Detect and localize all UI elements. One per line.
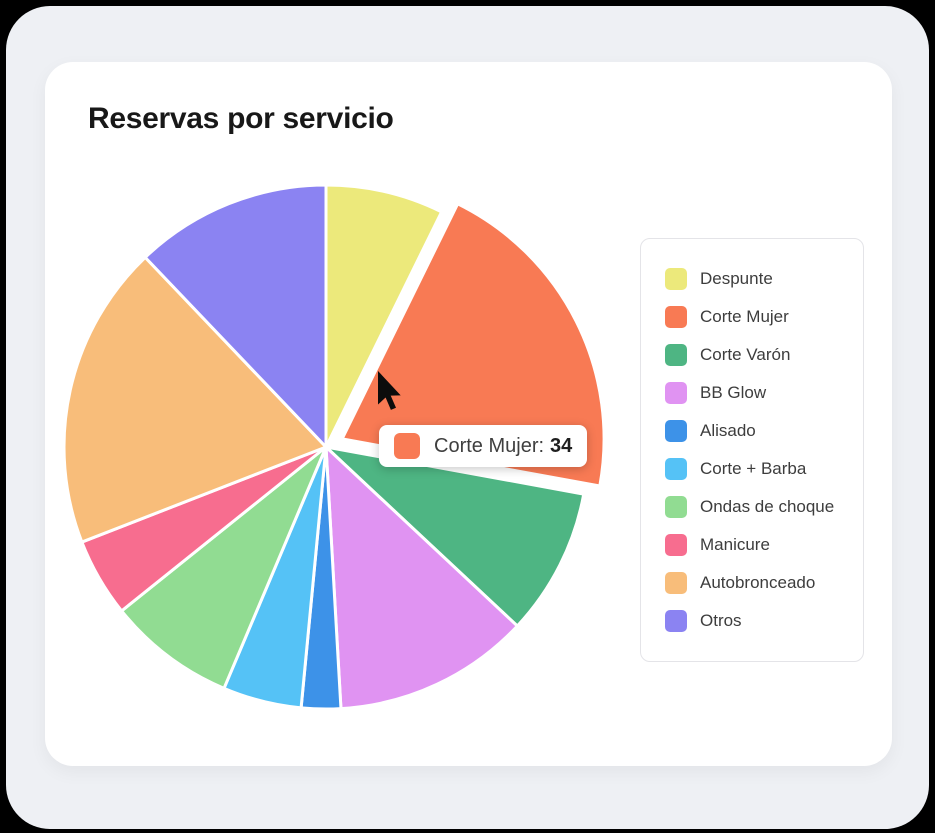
mouse-cursor — [378, 371, 401, 410]
legend-label: Ondas de choque — [700, 497, 835, 516]
pie-slice-bb-glow[interactable] — [324, 445, 519, 711]
tooltip-label: Corte Mujer: — [434, 434, 545, 457]
legend-swatch — [665, 458, 687, 480]
legend-label: Corte Varón — [700, 345, 791, 364]
chart-legend: Despunte Corte Mujer Corte Varón BB Glow Ali… — [640, 238, 864, 662]
legend-swatch — [665, 382, 687, 404]
legend-item[interactable]: Alisado — [665, 412, 853, 450]
legend-swatch — [665, 420, 687, 442]
legend-swatch — [665, 572, 687, 594]
legend-item[interactable]: Otros — [665, 602, 853, 640]
chart-card: Reservas por servicio Despunte Corte Muje… — [45, 62, 892, 766]
legend-label: Manicure — [700, 535, 770, 554]
legend-item[interactable]: Corte Mujer — [665, 298, 853, 336]
legend-label: Corte Mujer — [700, 307, 789, 326]
pie-slice-autobronceado[interactable] — [62, 255, 328, 544]
legend-item[interactable]: Manicure — [665, 526, 853, 564]
chart-title: Reservas por servicio — [88, 102, 394, 135]
pie-slice-despunte[interactable] — [324, 183, 444, 449]
legend-label: Corte + Barba — [700, 459, 807, 478]
legend-item[interactable]: Corte Varón — [665, 336, 853, 374]
legend-swatch — [665, 534, 687, 556]
legend-swatch — [665, 268, 687, 290]
pie-chart[interactable] — [16, 137, 636, 757]
legend-label: Otros — [700, 611, 742, 630]
pie-slice-corte-mujer[interactable] — [340, 202, 606, 488]
legend-label: BB Glow — [700, 383, 767, 402]
legend-swatch — [665, 344, 687, 366]
legend-item[interactable]: Ondas de choque — [665, 488, 853, 526]
pie-slice-ondas-de-choque[interactable] — [120, 445, 328, 690]
tooltip-swatch — [394, 433, 420, 459]
pie-slice-corte-var-n[interactable] — [324, 445, 586, 628]
legend-swatch — [665, 306, 687, 328]
legend-item[interactable]: Despunte — [665, 260, 853, 298]
legend-swatch — [665, 610, 687, 632]
pie-slice-otros[interactable] — [143, 183, 328, 449]
app-background-panel: Reservas por servicio Despunte Corte Muje… — [6, 6, 929, 829]
legend-label: Alisado — [700, 421, 756, 440]
chart-tooltip: Corte Mujer: 34 — [379, 425, 588, 467]
legend-label: Autobronceado — [700, 573, 816, 592]
tooltip-value: 34 — [550, 434, 573, 457]
legend-item[interactable]: Autobronceado — [665, 564, 853, 602]
legend-item[interactable]: BB Glow — [665, 374, 853, 412]
legend-swatch — [665, 496, 687, 518]
legend-label: Despunte — [700, 269, 773, 288]
legend-list: Despunte Corte Mujer Corte Varón BB Glow Ali… — [665, 260, 853, 640]
legend-item[interactable]: Corte + Barba — [665, 450, 853, 488]
